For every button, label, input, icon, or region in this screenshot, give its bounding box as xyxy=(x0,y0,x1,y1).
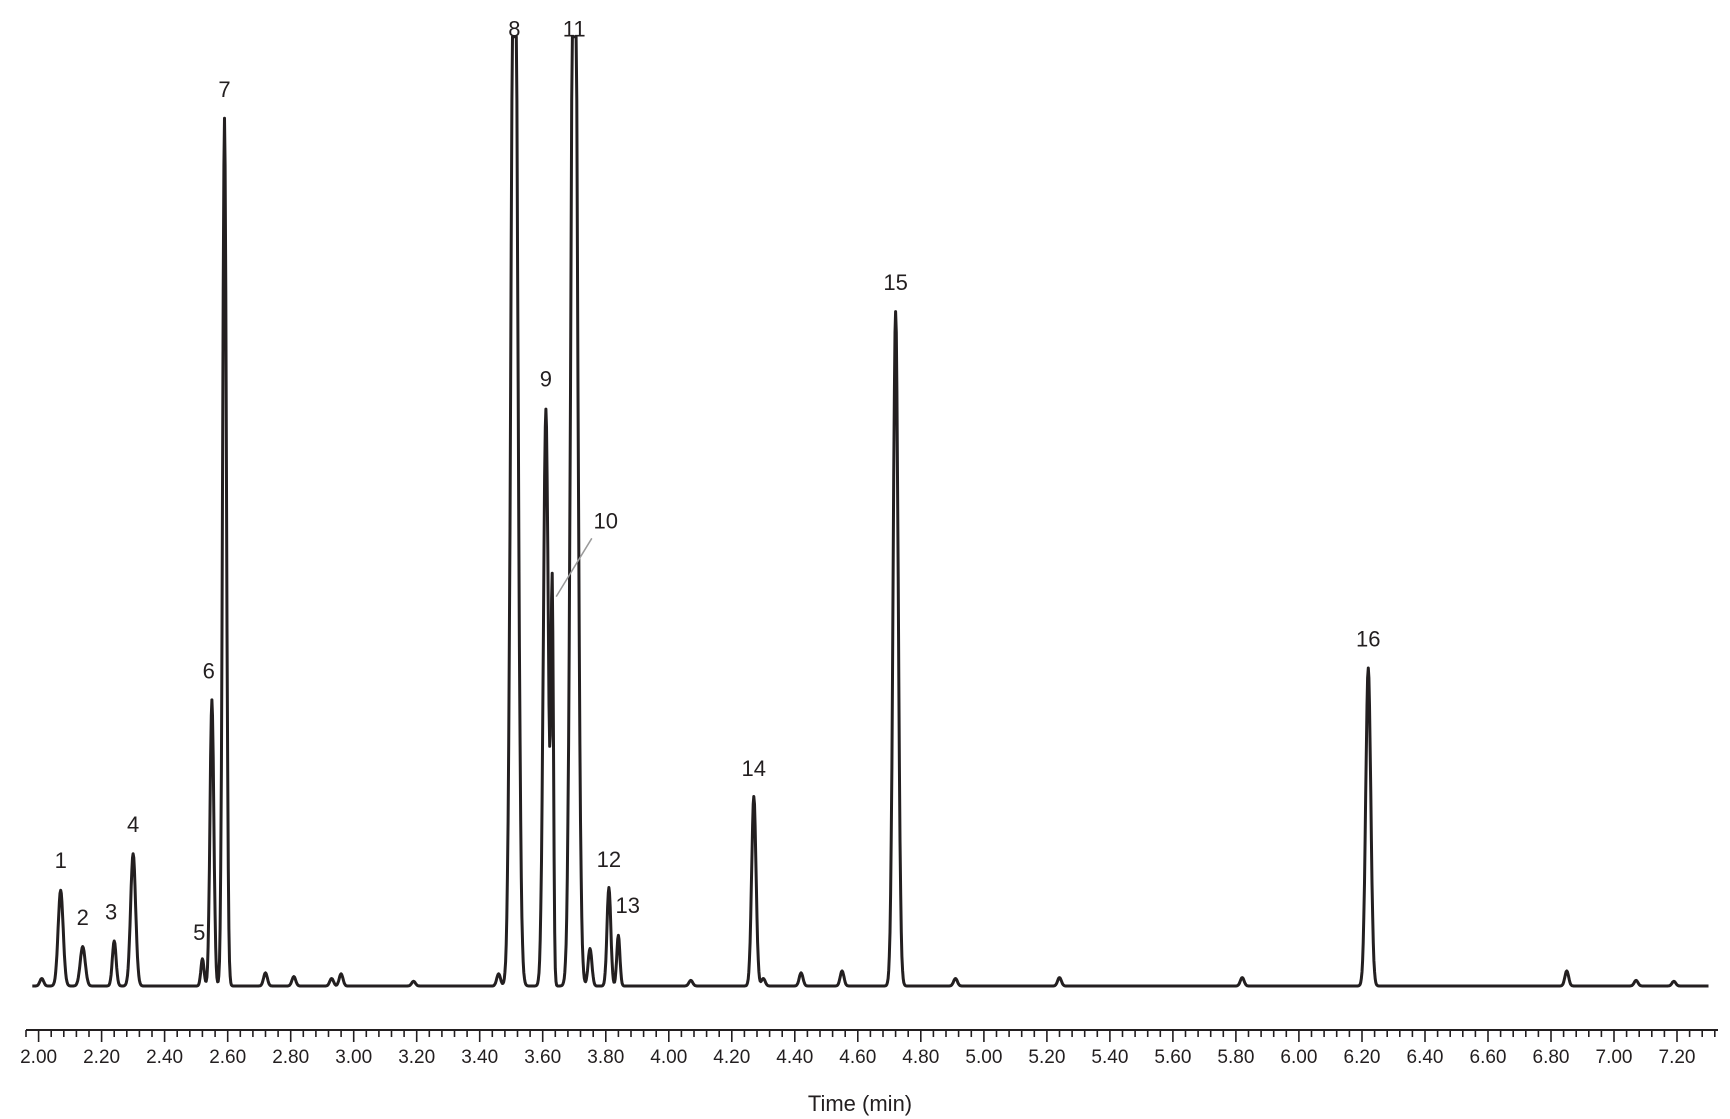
x-tick-label: 3.00 xyxy=(335,1047,372,1068)
peak-label-8: 8 xyxy=(508,17,520,42)
x-tick-label: 3.40 xyxy=(461,1047,498,1068)
peak-label-11: 11 xyxy=(563,17,586,42)
peak-label-13: 13 xyxy=(616,893,640,918)
x-tick-label: 4.40 xyxy=(776,1047,813,1068)
trace-layer xyxy=(31,35,1710,988)
x-tick-label: 6.40 xyxy=(1407,1047,1444,1068)
x-tick-label: 5.00 xyxy=(965,1047,1002,1068)
peak-label-15: 15 xyxy=(883,270,907,295)
x-tick-label: 5.20 xyxy=(1028,1047,1065,1068)
peak-label-1: 1 xyxy=(55,848,67,873)
peak-label-9: 9 xyxy=(540,367,552,392)
chromatogram-trace xyxy=(31,35,1710,988)
x-tick-label: 3.20 xyxy=(398,1047,435,1068)
x-tick-label: 6.60 xyxy=(1470,1047,1507,1068)
peak-label-16: 16 xyxy=(1356,626,1380,651)
peak-label-5: 5 xyxy=(193,920,205,945)
x-tick-label: 2.00 xyxy=(20,1047,57,1068)
x-tick-label: 4.80 xyxy=(902,1047,939,1068)
x-tick-label: 4.20 xyxy=(713,1047,750,1068)
x-tick-label: 3.60 xyxy=(524,1047,561,1068)
x-axis-title: Time (min) xyxy=(808,1091,912,1116)
peak-label-10: 10 xyxy=(594,508,618,533)
x-tick-label: 7.20 xyxy=(1659,1047,1696,1068)
peak-label-2: 2 xyxy=(77,905,89,930)
x-tick-label: 2.60 xyxy=(209,1047,246,1068)
x-tick-label: 4.60 xyxy=(839,1047,876,1068)
peak-10-leader-line xyxy=(555,537,593,597)
x-tick-label: 6.00 xyxy=(1280,1047,1317,1068)
peak-label-4: 4 xyxy=(127,812,139,837)
x-tick-label: 2.80 xyxy=(272,1047,309,1068)
peak-label-6: 6 xyxy=(203,658,215,683)
peak-label-12: 12 xyxy=(597,847,621,872)
x-tick-label: 2.40 xyxy=(146,1047,183,1068)
x-tick-label: 6.80 xyxy=(1533,1047,1570,1068)
x-tick-label: 2.20 xyxy=(83,1047,120,1068)
x-tick-label: 3.80 xyxy=(587,1047,624,1068)
x-tick-label: 5.80 xyxy=(1217,1047,1254,1068)
peak-label-3: 3 xyxy=(105,899,117,924)
x-axis: 2.00 2.20 2.40 2.60 2.80 3.00 3.20 3.40 3.60 3.80… xyxy=(20,1029,1718,1068)
peak-label-14: 14 xyxy=(742,756,766,781)
x-tick-label: 7.00 xyxy=(1596,1047,1633,1068)
x-tick-label: 5.60 xyxy=(1154,1047,1191,1068)
x-tick-label: 5.40 xyxy=(1091,1047,1128,1068)
peak-label-7: 7 xyxy=(218,77,230,102)
x-tick-label: 4.00 xyxy=(650,1047,687,1068)
x-tick-label: 6.20 xyxy=(1344,1047,1381,1068)
